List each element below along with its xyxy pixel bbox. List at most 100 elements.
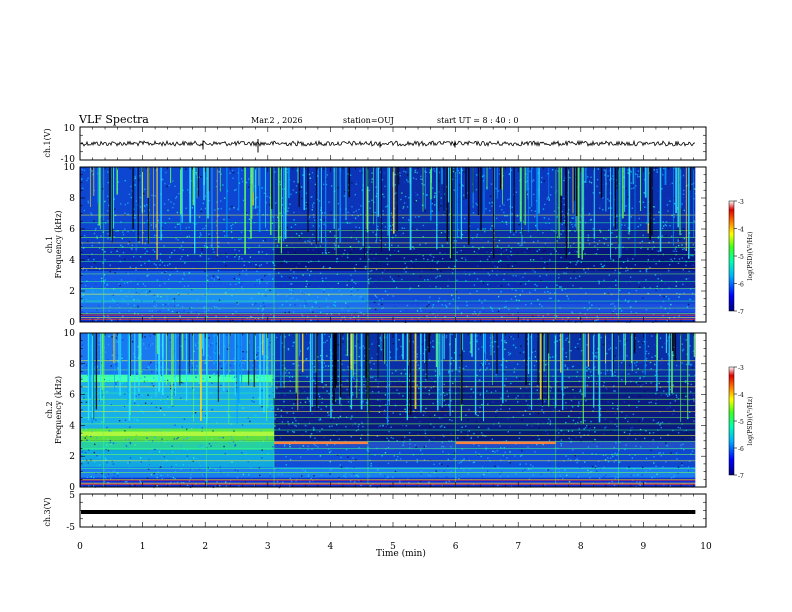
spectrogram-speckle — [248, 186, 250, 188]
spectrogram-speckle — [83, 209, 86, 212]
spectrogram-speckle — [293, 431, 295, 433]
spectrogram-speckle — [304, 470, 306, 472]
spectrogram-speckle — [90, 459, 92, 461]
spectrogram-speckle — [556, 240, 558, 242]
spectrogram-speckle — [473, 170, 475, 172]
spectrogram-speckle — [305, 418, 307, 420]
spectrogram-speckle — [123, 393, 126, 395]
spectrogram-speckle — [358, 227, 361, 229]
spectrogram-speckle — [606, 369, 609, 372]
spectrogram-speckle — [679, 427, 681, 429]
spectrogram-speckle — [295, 480, 297, 482]
spectrogram-speckle — [82, 247, 85, 250]
spectrogram-speckle — [151, 382, 153, 385]
spectrogram-speckle — [118, 311, 121, 314]
spectrogram-speckle — [628, 292, 630, 294]
spectrogram-speckle — [530, 302, 533, 305]
spectrogram-speckle — [683, 363, 685, 365]
spectrogram-speckle — [215, 469, 217, 471]
spectrogram-speckle — [144, 336, 146, 338]
spectrogram-speckle — [456, 251, 458, 254]
spectrogram-speckle — [467, 473, 469, 475]
spectrogram-speckle — [379, 167, 381, 169]
spectrogram-speckle — [693, 400, 695, 402]
spectrogram-speckle — [373, 301, 376, 303]
spectrogram-speckle — [112, 470, 114, 473]
spectrogram-speckle — [633, 187, 635, 189]
spectrogram-speckle — [141, 300, 143, 303]
spectrogram-speckle — [637, 176, 639, 178]
spectrogram-speckle — [334, 301, 336, 303]
spectrogram-speckle — [429, 359, 431, 361]
spectrogram-speckle — [429, 475, 432, 477]
spectrogram-speckle — [203, 311, 206, 313]
spectrogram-speckle — [476, 374, 478, 376]
spectrogram-speckle — [635, 173, 637, 175]
spectrogram-speckle — [589, 371, 592, 373]
spectrogram-speckle — [203, 232, 206, 234]
spectrogram-speckle — [353, 472, 355, 475]
spectrogram-speckle — [107, 195, 109, 197]
spectrogram-speckle — [656, 171, 658, 173]
spectrogram-speckle — [528, 280, 530, 282]
spectrogram-speckle — [540, 224, 542, 227]
spectrogram-speckle — [489, 368, 492, 370]
spectrogram-speckle — [199, 428, 201, 430]
spectrogram-speckle — [97, 446, 100, 448]
spectrogram-speckle — [178, 293, 180, 296]
spectrogram-speckle — [503, 211, 505, 214]
spectrogram-speckle — [399, 356, 401, 358]
spectrogram-speckle — [146, 437, 148, 439]
spectrogram-speckle — [497, 295, 500, 298]
spectrogram-speckle — [195, 172, 197, 174]
spectrogram-speckle — [639, 428, 642, 431]
spectrogram-speckle — [395, 458, 398, 461]
spectrogram-speckle — [499, 476, 502, 478]
spectrogram-speckle — [253, 207, 255, 209]
spectrogram-speckle — [203, 474, 206, 476]
spectrogram-speckle — [518, 224, 520, 226]
spectrogram-speckle — [639, 395, 641, 397]
spectrogram-speckle — [351, 248, 353, 251]
spectrogram-speckle — [301, 197, 303, 200]
spectrogram-speckle — [627, 232, 630, 234]
spectrogram-speckle — [548, 174, 550, 176]
spectrogram-speckle — [370, 368, 372, 370]
spectrogram-speckle — [691, 367, 694, 369]
spectrogram-speckle — [163, 333, 165, 335]
spectrogram-speckle — [450, 440, 453, 442]
spectrogram-speckle — [272, 446, 274, 448]
spectrogram-speckle — [117, 367, 119, 369]
spectrogram-speckle — [661, 188, 663, 190]
spectrogram-speckle — [432, 402, 434, 405]
spectrogram-speckle — [404, 262, 406, 265]
spectrogram-speckle — [127, 243, 130, 245]
spectrogram-speckle — [431, 441, 434, 443]
spectrogram-speckle — [319, 419, 322, 421]
spectrogram-speckle — [683, 189, 685, 192]
spectrogram-speckle — [280, 262, 283, 264]
spectrogram-speckle — [461, 404, 464, 406]
spectrogram-speckle — [286, 295, 288, 297]
spectrogram-speckle — [295, 425, 297, 427]
spectrogram-speckle — [641, 240, 643, 243]
spectrogram-speckle — [663, 298, 665, 300]
spectrogram-speckle — [443, 383, 445, 385]
spectrogram-speckle — [451, 168, 454, 170]
spectrogram-speckle — [660, 306, 662, 308]
spectrogram-speckle — [265, 274, 267, 276]
spectrogram-speckle — [217, 422, 219, 424]
spectrogram-speckle — [590, 219, 592, 221]
spectrogram-speckle — [246, 436, 249, 438]
spectrogram-speckle — [551, 368, 554, 370]
spectrogram-speckle — [500, 291, 502, 293]
spectrogram-speckle — [321, 397, 324, 400]
spectrogram-speckle — [510, 299, 512, 301]
spectrogram-speckle — [284, 394, 286, 396]
spectrogram-speckle — [467, 289, 470, 292]
spectrogram-speckle — [566, 295, 568, 297]
spectrogram-speckle — [558, 273, 560, 276]
spectrogram-speckle — [358, 447, 360, 449]
spectrogram-speckle — [236, 278, 238, 281]
spectrogram-speckle — [469, 272, 471, 274]
